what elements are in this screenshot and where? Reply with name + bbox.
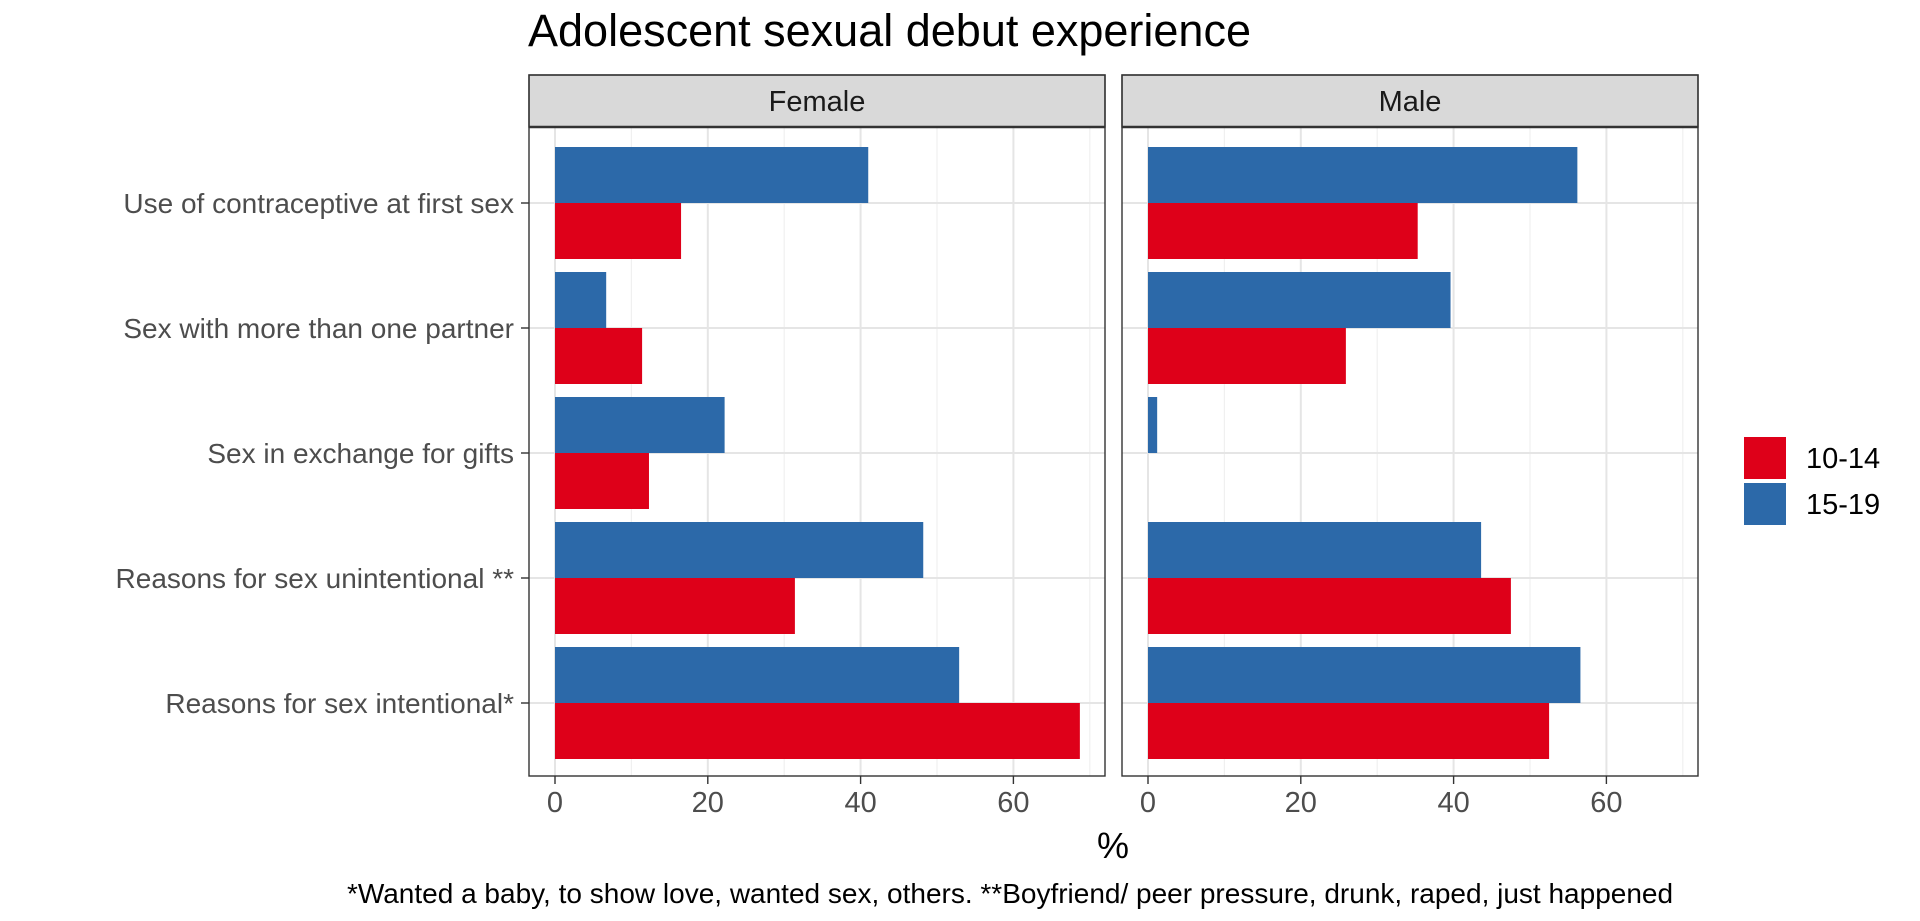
x-tick-label: 0 [1140,787,1156,819]
caption: *Wanted a baby, to show love, wanted sex… [347,878,1673,909]
bar-10-14 [1148,578,1511,634]
bar-15-19 [1148,397,1158,453]
bar-10-14 [1148,703,1550,759]
category-label: Reasons for sex intentional* [165,688,514,719]
bar-10-14 [555,703,1080,759]
bar-15-19 [555,272,607,328]
bar-10-14 [555,203,682,259]
x-axis-title: % [1097,825,1129,866]
bar-15-19 [1148,147,1578,203]
category-label: Use of contraceptive at first sex [123,188,514,219]
bar-15-19 [555,522,924,578]
panel-female: Female 0 20 40 60 [521,74,1106,819]
bar-10-14 [555,453,649,509]
bar-15-19 [1148,272,1451,328]
x-tick-label: 0 [547,787,563,819]
x-tick-label: 40 [844,787,876,819]
category-label: Reasons for sex unintentional ** [116,563,515,594]
panel-border [1121,74,1699,777]
x-tick-label: 60 [997,787,1029,819]
panel-strip-label: Male [1379,86,1442,118]
category-labels: Use of contraceptive at first sex Sex wit… [116,188,515,719]
legend-label-15-19: 15-19 [1806,489,1880,521]
panel-strip-label: Female [769,86,866,118]
legend-label-10-14: 10-14 [1806,443,1880,475]
bar-10-14 [1148,328,1346,384]
bar-10-14 [555,578,795,634]
panel-male: Male 0 20 40 60 [1121,74,1699,819]
panel-strip [528,74,1106,128]
category-label: Sex in exchange for gifts [207,438,514,469]
legend: 10-14 15-19 [1744,437,1880,525]
bar-15-19 [555,647,960,703]
bar-10-14 [1148,203,1418,259]
bar-10-14 [555,328,643,384]
x-tick-label: 20 [692,787,724,819]
legend-swatch-15-19 [1744,483,1786,525]
bar-15-19 [555,397,725,453]
panels: Female 0 20 40 60 Male 0 20 40 60 [521,74,1699,819]
x-tick-label: 20 [1285,787,1317,819]
bar-15-19 [1148,647,1581,703]
panel-strip [1121,74,1699,128]
panel-border [528,74,1106,777]
bar-15-19 [1148,522,1482,578]
x-tick-label: 60 [1590,787,1622,819]
chart-title: Adolescent sexual debut experience [528,5,1251,56]
legend-swatch-10-14 [1744,437,1786,479]
x-tick-label: 40 [1437,787,1469,819]
bar-15-19 [555,147,869,203]
category-label: Sex with more than one partner [123,313,514,344]
